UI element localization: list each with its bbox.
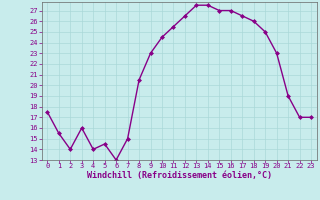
X-axis label: Windchill (Refroidissement éolien,°C): Windchill (Refroidissement éolien,°C) <box>87 171 272 180</box>
